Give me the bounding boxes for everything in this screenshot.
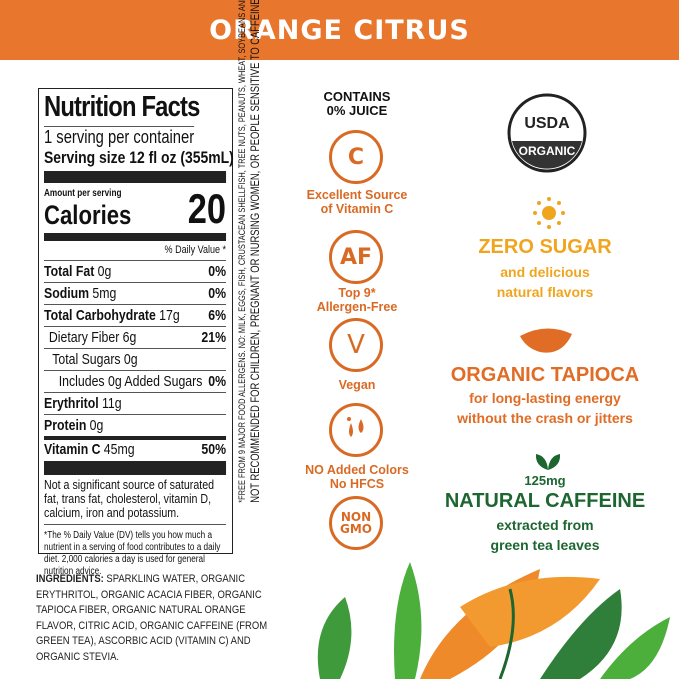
calories-label: Calories xyxy=(44,200,132,230)
ingredients-label: INGREDIENTS: xyxy=(36,573,104,585)
nutrient-label: Erythritol 11g xyxy=(44,395,122,412)
dv-header: % Daily Value * xyxy=(164,244,227,256)
nutrient-name: Vitamin C xyxy=(44,440,101,458)
serving-size: Serving size 12 fl oz (355mL) xyxy=(44,148,234,167)
allergen-warning: *FREE FROM 9 MAJOR FOOD ALLERGENS. NO: M… xyxy=(236,0,264,554)
nutrient-amount: 5mg xyxy=(92,285,117,302)
nutrient-row: Sodium 5mg 0% xyxy=(44,282,227,304)
non-text: NON xyxy=(340,510,372,524)
tapioca-line: without the crash or jitters xyxy=(457,410,633,426)
tea-leaves-icon xyxy=(535,454,561,470)
nutrient-row: Vitamin C 45mg 50% xyxy=(44,436,227,458)
zero-sugar-title: ZERO SUGAR xyxy=(478,236,612,258)
nutrient-dv: 50% xyxy=(201,440,227,458)
usda-text: USDA xyxy=(524,115,570,132)
nutrient-label: Protein 0g xyxy=(44,417,103,434)
nutrient-row: Erythritol 11g xyxy=(44,392,227,414)
nutrient-dv: 6% xyxy=(208,307,227,324)
nutrient-name: Sodium xyxy=(44,285,90,302)
nutrient-name: Includes 0g Added Sugars xyxy=(58,373,203,390)
caffeine-title: NATURAL CAFFEINE xyxy=(444,490,646,512)
nutrient-name: Total Fat xyxy=(44,263,95,280)
caffeine-line: extracted from xyxy=(496,517,594,533)
nutrient-row: Total Sugars 0g xyxy=(44,348,227,370)
nutrient-name: Total Sugars xyxy=(52,351,121,368)
nutrient-dv: 21% xyxy=(201,329,227,346)
caffeine-warning-line: NOT RECOMMENDED FOR CHILDREN, PREGNANT O… xyxy=(248,0,262,503)
nutrition-facts-label: Nutrition Facts 1 serving per container … xyxy=(38,88,234,577)
calories-value: 20 xyxy=(187,185,227,232)
no-colors-label: NO Added Colors No HFCS xyxy=(300,463,414,491)
nutrient-name: Total Carbohydrate xyxy=(44,307,156,324)
nutrient-label: Total Carbohydrate 17g xyxy=(44,307,180,324)
ingredients-text: SPARKLING WATER, ORGANIC ERYTHRITOL, ORG… xyxy=(36,573,268,663)
zero-sugar-line: natural flavors xyxy=(496,284,594,300)
nutrient-name: Protein xyxy=(44,417,87,434)
nutrition-title: Nutrition Facts xyxy=(44,91,200,127)
nutrient-row: Total Carbohydrate 17g 6% xyxy=(44,304,227,326)
nutrient-amount: 11g xyxy=(101,395,122,412)
caffeine-line: green tea leaves xyxy=(490,537,600,553)
nutrient-label: Dietary Fiber 6g xyxy=(44,329,136,346)
flavor-title: ORANGE CITRUS xyxy=(209,14,470,46)
v-icon: V xyxy=(329,318,383,372)
nutrient-amount: 6g xyxy=(122,329,137,346)
calories-row: Amount per serving Calories 20 xyxy=(44,185,227,232)
nutrient-dv: 0% xyxy=(208,285,227,302)
tapioca-title: ORGANIC TAPIOCA xyxy=(450,364,640,386)
dv-footnote: *The % Daily Value (DV) tells you how mu… xyxy=(44,530,221,577)
sun-icon xyxy=(533,197,565,229)
gmo-text: GMO xyxy=(340,522,372,536)
not-significant-note: Not a significant source of saturated fa… xyxy=(44,478,227,525)
zero-sugar-desc: and delicious natural flavors xyxy=(420,262,670,302)
tapioca-root-icon xyxy=(520,328,572,353)
nutrient-name: Erythritol xyxy=(44,395,99,412)
nutrient-label: Total Fat 0g xyxy=(44,263,111,280)
nutrient-amount: 0g xyxy=(89,417,104,434)
allergen-free-label: Top 9* Allergen-Free xyxy=(316,286,398,314)
nutrient-row: Protein 0g xyxy=(44,414,227,436)
nutrient-row: Includes 0g Added Sugars 0% xyxy=(44,370,227,392)
non-gmo-icon: NON GMO xyxy=(329,496,383,550)
caffeine-amount: 125mg xyxy=(524,473,566,488)
nutrient-label: Vitamin C 45mg xyxy=(44,441,135,458)
nutrient-dv: 0% xyxy=(208,263,227,280)
thick-divider xyxy=(44,461,227,475)
drops-icon xyxy=(329,403,383,457)
nutrient-label: Total Sugars 0g xyxy=(44,351,138,368)
orange-c-icon: C xyxy=(329,130,383,184)
nutrient-row: Dietary Fiber 6g 21% xyxy=(44,326,227,348)
organic-text: ORGANIC xyxy=(519,144,576,158)
caffeine-desc: extracted from green tea leaves xyxy=(420,515,670,555)
tapioca-desc: for long-lasting energy without the crash… xyxy=(420,388,670,428)
thick-divider xyxy=(44,233,227,241)
af-icon: AF xyxy=(329,230,383,284)
tapioca-line: for long-lasting energy xyxy=(469,390,621,406)
nutrient-row: Total Fat 0g 0% xyxy=(44,260,227,282)
usda-organic-seal: USDA ORGANIC xyxy=(507,93,587,173)
vitamin-c-label: Excellent Source of Vitamin C xyxy=(306,188,408,216)
no-hfcs-line: No HFCS xyxy=(329,477,385,491)
nutrient-label: Includes 0g Added Sugars xyxy=(44,373,206,390)
nutrient-amount: 17g xyxy=(159,307,180,324)
vegan-label: Vegan xyxy=(338,378,376,392)
nutrient-label: Sodium 5mg xyxy=(44,285,116,302)
nutrient-amount: 0g xyxy=(97,263,112,280)
amount-per-serving: Amount per serving xyxy=(44,188,122,199)
nutrient-amount: 45mg xyxy=(103,440,135,458)
no-colors-line: NO Added Colors xyxy=(305,463,409,477)
ingredients: INGREDIENTS: SPARKLING WATER, ORGANIC ER… xyxy=(36,572,268,665)
servings: 1 serving per container xyxy=(44,127,195,147)
nutrient-name: Dietary Fiber xyxy=(48,329,120,346)
flavor-header: ORANGE CITRUS xyxy=(0,0,679,60)
tropical-leaves-illustration xyxy=(317,562,670,679)
nutrient-amount: 0g xyxy=(123,351,138,368)
zero-sugar-line: and delicious xyxy=(500,264,590,280)
juice-note: CONTAINS 0% JUICE xyxy=(323,89,391,118)
thick-divider xyxy=(44,171,227,183)
nutrient-dv: 0% xyxy=(208,373,227,390)
